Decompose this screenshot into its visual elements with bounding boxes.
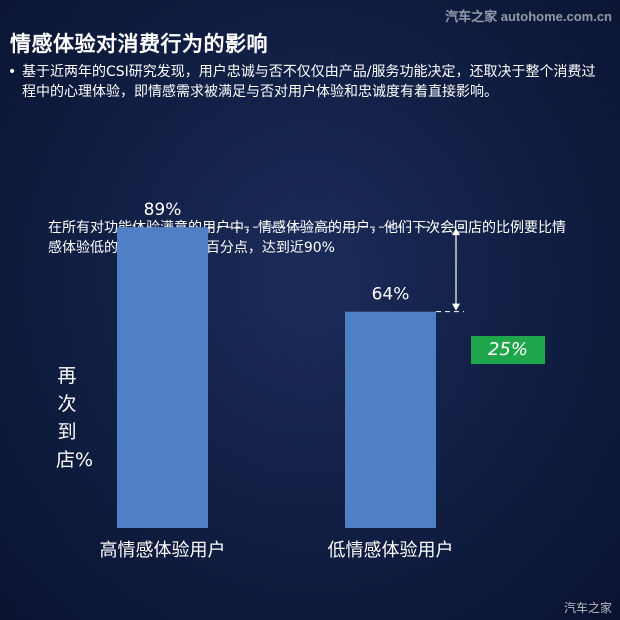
- difference-badge: 25%: [471, 336, 545, 364]
- summary-text: 基于近两年的CSI研究发现，用户忠诚与否不仅仅由产品/服务功能决定，还取决于整个…: [22, 64, 596, 100]
- category-label-1: 低情感体验用户: [328, 540, 454, 561]
- difference-arrow-head-down: [452, 303, 460, 311]
- bar-value-label-1: 64%: [372, 285, 410, 305]
- watermark-footer: 汽车之家: [563, 601, 612, 615]
- difference-arrow-head-up: [452, 228, 460, 236]
- category-label-0: 高情感体验用户: [100, 540, 226, 561]
- bar-1: [345, 311, 436, 528]
- page-title: 情感体验对消费行为的影响: [10, 32, 268, 56]
- y-axis-label: 再次到店%: [56, 365, 94, 471]
- summary-bullet: • 基于近两年的CSI研究发现，用户忠诚与否不仅仅由产品/服务功能决定，还取决于…: [8, 62, 608, 102]
- bar-value-label-0: 89%: [144, 200, 182, 220]
- bullet-dot-icon: •: [8, 64, 17, 80]
- watermark-logo: 汽车之家 autohome.com.cn: [445, 9, 612, 24]
- bar-0: [117, 227, 208, 528]
